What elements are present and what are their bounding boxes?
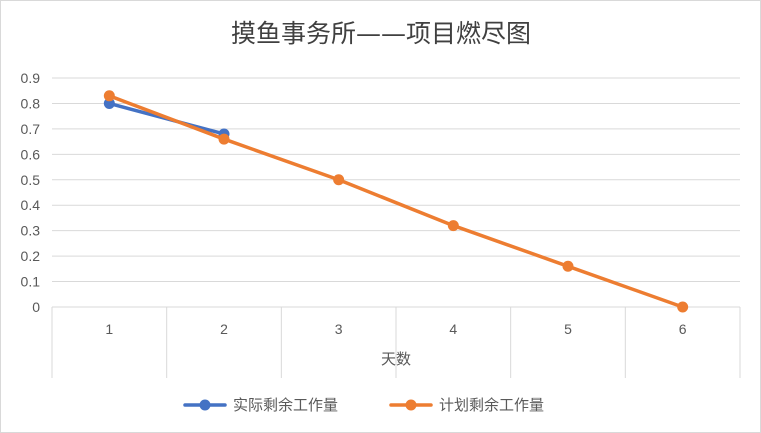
data-point — [447, 220, 459, 232]
data-point — [333, 174, 345, 186]
x-tick-label: 3 — [335, 321, 343, 337]
data-point — [562, 260, 574, 272]
x-tick-label: 5 — [564, 321, 572, 337]
chart-title: 摸鱼事务所——项目燃尽图 — [231, 19, 531, 48]
x-tick-label: 4 — [449, 321, 457, 337]
data-point — [103, 97, 115, 109]
legend: 实际剩余工作量 计划剩余工作量 — [183, 396, 544, 414]
legend-item[interactable]: 计划剩余工作量 — [389, 396, 544, 414]
x-tick-label: 1 — [105, 321, 113, 337]
data-point — [103, 90, 115, 102]
legend-label: 计划剩余工作量 — [439, 396, 544, 414]
y-tick-label: 0.4 — [21, 197, 41, 213]
y-tick-label: 0 — [32, 299, 40, 315]
y-tick-label: 0.5 — [21, 172, 41, 188]
series-2 — [103, 90, 689, 313]
y-tick-label: 0.9 — [21, 70, 41, 86]
y-axis-ticks: 0 0.1 0.2 0.3 0.4 0.5 0.6 0.7 0.8 0.9 — [21, 70, 41, 315]
x-axis: 1 2 3 4 5 6 — [51, 307, 741, 378]
y-tick-label: 0.8 — [21, 95, 41, 111]
x-tick-label: 6 — [679, 321, 687, 337]
y-tick-label: 0.1 — [21, 274, 41, 290]
x-tick-label: 2 — [220, 321, 228, 337]
series-layer — [103, 90, 689, 313]
legend-marker — [405, 399, 417, 411]
data-point — [218, 133, 230, 145]
x-axis-label: 天数 — [381, 350, 411, 368]
legend-label: 实际剩余工作量 — [233, 396, 338, 414]
y-tick-label: 0.2 — [21, 248, 41, 264]
legend-marker — [199, 399, 211, 411]
data-point — [677, 301, 689, 313]
legend-item[interactable]: 实际剩余工作量 — [183, 396, 338, 414]
series-line — [107, 94, 685, 309]
y-tick-label: 0.7 — [21, 121, 41, 137]
y-tick-label: 0.3 — [21, 223, 41, 239]
y-tick-label: 0.6 — [21, 146, 41, 162]
